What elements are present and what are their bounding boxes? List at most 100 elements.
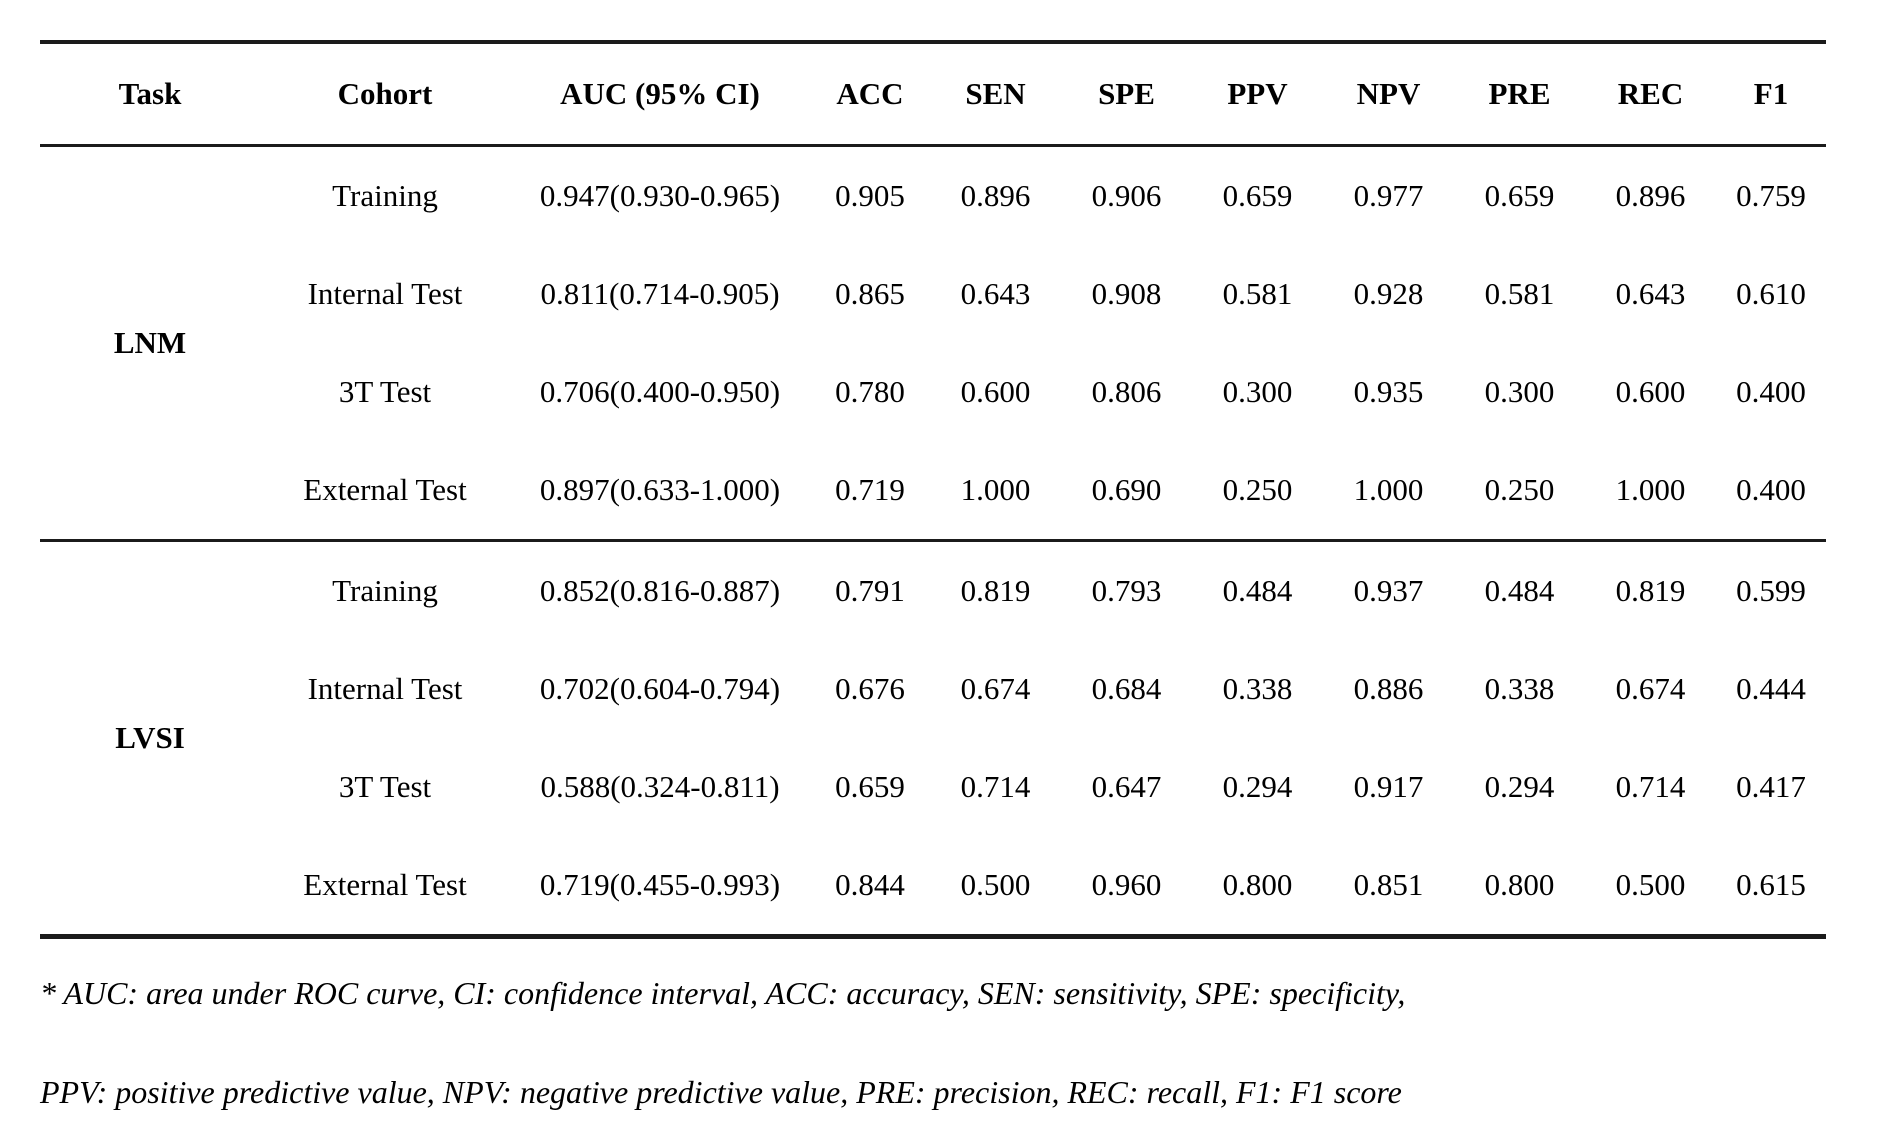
column-header-acc: ACC [836, 75, 904, 111]
metric-cell: 0.906 [1091, 177, 1162, 213]
metric-cell: 0.865 [835, 275, 905, 311]
metric-cell: 0.676 [835, 670, 905, 706]
metric-cell: 0.500 [960, 866, 1031, 902]
metric-cell: 0.338 [1222, 670, 1293, 706]
table-row: 3T Test 0.706(0.400-0.950) 0.780 0.600 0… [40, 343, 1826, 441]
metric-cell: 0.444 [1736, 670, 1806, 706]
metric-cell: 0.600 [960, 373, 1031, 409]
metric-cell: 0.400 [1736, 373, 1806, 409]
metric-cell: 0.947(0.930-0.965) [539, 177, 781, 213]
metric-cell: 0.684 [1091, 670, 1162, 706]
table-row: 3T Test 0.588(0.324-0.811) 0.659 0.714 0… [40, 738, 1826, 836]
metric-cell: 0.896 [1615, 177, 1686, 213]
column-header-auc: AUC (95% CI) [560, 75, 760, 111]
metric-cell: 0.759 [1736, 177, 1806, 213]
metric-cell: 0.800 [1484, 866, 1555, 902]
metric-cell: 0.659 [1484, 177, 1555, 213]
metric-cell: 0.674 [960, 670, 1031, 706]
table-header: Task Cohort AUC (95% CI) ACC SEN SPE PPV… [40, 42, 1826, 146]
metric-cell: 0.896 [960, 177, 1031, 213]
metric-cell: 0.791 [835, 572, 905, 608]
table-footnote: * AUC: area under ROC curve, CI: confide… [40, 975, 1826, 1111]
metric-cell: 0.800 [1222, 866, 1293, 902]
metric-cell: 0.928 [1353, 275, 1424, 311]
metric-cell: 0.300 [1222, 373, 1293, 409]
header-row: Task Cohort AUC (95% CI) ACC SEN SPE PPV… [40, 42, 1826, 146]
metric-cell: 0.937 [1353, 572, 1424, 608]
metric-cell: 0.719 [835, 471, 905, 507]
table-row: External Test 0.897(0.633-1.000) 0.719 1… [40, 441, 1826, 541]
metric-cell: 0.338 [1484, 670, 1555, 706]
cohort-cell: Internal Test [307, 275, 463, 311]
metric-cell: 0.610 [1736, 275, 1806, 311]
cohort-cell: Training [332, 572, 438, 608]
metric-cell: 0.977 [1353, 177, 1424, 213]
task-block-lvsi: LVSI Training 0.852(0.816-0.887) 0.791 0… [40, 541, 1826, 937]
metric-cell: 0.417 [1736, 768, 1806, 804]
table-row: Internal Test 0.702(0.604-0.794) 0.676 0… [40, 640, 1826, 738]
cohort-cell: 3T Test [338, 373, 432, 409]
metric-cell: 0.819 [1615, 572, 1686, 608]
metric-cell: 0.819 [960, 572, 1031, 608]
metric-cell: 0.702(0.604-0.794) [539, 670, 781, 706]
metric-cell: 0.793 [1091, 572, 1162, 608]
metric-cell: 0.300 [1484, 373, 1555, 409]
metric-cell: 1.000 [1615, 471, 1686, 507]
metric-cell: 0.917 [1353, 768, 1424, 804]
cohort-cell: 3T Test [338, 768, 432, 804]
column-header-task: Task [118, 75, 182, 111]
task-label-lnm: LNM [113, 324, 187, 360]
column-header-npv: NPV [1356, 75, 1421, 111]
metric-cell: 0.599 [1736, 572, 1806, 608]
column-header-spe: SPE [1098, 75, 1155, 111]
task-label-lvsi: LVSI [115, 719, 185, 755]
metric-cell: 0.600 [1615, 373, 1686, 409]
metric-cell: 0.960 [1091, 866, 1162, 902]
cohort-cell: Training [332, 177, 438, 213]
metric-cell: 0.615 [1736, 866, 1806, 902]
metric-cell: 0.806 [1091, 373, 1162, 409]
metric-cell: 0.852(0.816-0.887) [539, 572, 781, 608]
column-header-ppv: PPV [1227, 75, 1288, 111]
metric-cell: 0.905 [835, 177, 905, 213]
metric-cell: 0.294 [1222, 768, 1293, 804]
column-header-pre: PRE [1488, 75, 1551, 111]
metric-cell: 0.643 [1615, 275, 1686, 311]
metric-cell: 0.780 [835, 373, 905, 409]
metric-cell: 0.935 [1353, 373, 1424, 409]
metric-cell: 0.851 [1353, 866, 1424, 902]
metric-cell: 0.294 [1484, 768, 1555, 804]
metrics-table: Task Cohort AUC (95% CI) ACC SEN SPE PPV… [40, 40, 1826, 939]
metric-cell: 0.500 [1615, 866, 1686, 902]
footnote-line-2: PPV: positive predictive value, NPV: neg… [40, 1074, 1402, 1110]
metric-cell: 0.581 [1484, 275, 1555, 311]
metric-cell: 0.647 [1091, 768, 1162, 804]
metric-cell: 0.588(0.324-0.811) [540, 768, 780, 804]
metric-cell: 0.643 [960, 275, 1031, 311]
cohort-cell: External Test [303, 866, 467, 902]
table-row: Internal Test 0.811(0.714-0.905) 0.865 0… [40, 245, 1826, 343]
metric-cell: 1.000 [1353, 471, 1424, 507]
cohort-cell: Internal Test [307, 670, 463, 706]
column-header-rec: REC [1617, 75, 1684, 111]
column-header-f1: F1 [1753, 75, 1789, 111]
cohort-cell: External Test [303, 471, 467, 507]
metric-cell: 0.897(0.633-1.000) [539, 471, 781, 507]
metric-cell: 0.581 [1222, 275, 1293, 311]
metric-cell: 0.714 [960, 768, 1031, 804]
metric-cell: 0.659 [1222, 177, 1293, 213]
metric-cell: 0.886 [1353, 670, 1424, 706]
metric-cell: 0.690 [1091, 471, 1162, 507]
metric-cell: 0.714 [1615, 768, 1686, 804]
metric-cell: 0.706(0.400-0.950) [539, 373, 781, 409]
page: Task Cohort AUC (95% CI) ACC SEN SPE PPV… [40, 40, 1826, 1111]
metric-cell: 0.811(0.714-0.905) [540, 275, 780, 311]
table-row: LVSI Training 0.852(0.816-0.887) 0.791 0… [40, 541, 1826, 754]
metric-cell: 0.400 [1736, 471, 1806, 507]
metric-cell: 0.484 [1222, 572, 1293, 608]
metric-cell: 1.000 [960, 471, 1031, 507]
metric-cell: 0.250 [1222, 471, 1293, 507]
metric-cell: 0.908 [1091, 275, 1162, 311]
metric-cell: 0.674 [1615, 670, 1686, 706]
footnote-line-1: * AUC: area under ROC curve, CI: confide… [40, 975, 1406, 1011]
